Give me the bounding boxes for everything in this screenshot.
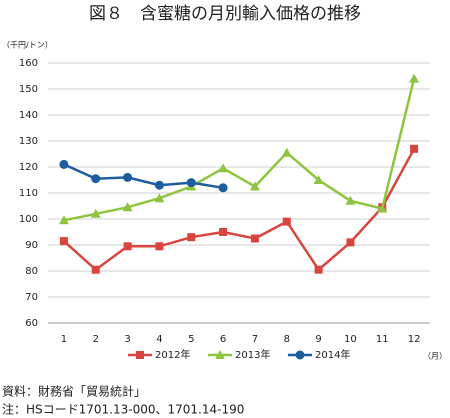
- data-point: [345, 195, 356, 205]
- data-point: [313, 175, 324, 184]
- data-point: [218, 183, 228, 193]
- x-tick-label: 3: [124, 334, 130, 345]
- legend-label: 2012年: [155, 348, 190, 361]
- data-point: [90, 208, 101, 218]
- data-point: [154, 180, 164, 190]
- y-tick-label: 140: [19, 110, 38, 121]
- data-point: [314, 265, 323, 274]
- x-tick-label: 9: [315, 334, 321, 345]
- y-tick-label: 110: [19, 188, 38, 199]
- x-tick-label: 8: [284, 334, 290, 345]
- data-point: [377, 203, 388, 213]
- legend-label: 2013年: [235, 348, 270, 361]
- y-tick-label: 130: [19, 136, 38, 147]
- legend-marker: [215, 350, 225, 359]
- data-point: [59, 237, 68, 246]
- data-point: [186, 178, 196, 188]
- note: 注：HSコード1701.13-000、1701.14-190: [2, 402, 244, 417]
- data-point: [91, 265, 100, 274]
- x-tick-label: 7: [252, 334, 258, 345]
- legend-label: 2014年: [315, 348, 350, 361]
- y-tick-label: 60: [25, 318, 38, 329]
- x-tick-label: 10: [344, 334, 357, 345]
- data-point: [282, 217, 291, 226]
- data-point: [281, 147, 292, 157]
- y-tick-label: 100: [19, 214, 38, 225]
- legend-marker: [295, 350, 305, 360]
- y-tick-label: 160: [19, 58, 38, 69]
- x-tick-label: 4: [156, 334, 162, 345]
- data-point: [250, 234, 259, 243]
- data-point: [219, 228, 228, 236]
- data-point: [91, 174, 101, 184]
- data-point: [409, 73, 420, 83]
- data-point: [154, 193, 165, 203]
- data-point: [410, 144, 419, 153]
- y-tick-label: 150: [19, 84, 38, 95]
- data-point: [155, 242, 164, 251]
- y-tick-label: 70: [25, 292, 38, 303]
- data-point: [249, 181, 260, 191]
- x-tick-label: 6: [220, 334, 226, 345]
- data-point: [346, 238, 355, 247]
- note: 資料：財務省「貿易統計」: [2, 384, 146, 399]
- legend-marker: [136, 351, 144, 359]
- y-tick-label: 90: [25, 240, 38, 251]
- x-tick-label: 1: [61, 334, 67, 345]
- y-tick-label: 80: [25, 266, 38, 277]
- chart-title: 図８ 含蜜糖の月別輸入価格の推移: [89, 4, 361, 24]
- y-axis-label: （千円/トン）: [2, 40, 53, 50]
- data-point: [59, 159, 69, 169]
- data-point: [58, 215, 69, 225]
- series-line: [63, 163, 224, 190]
- data-point: [218, 163, 229, 173]
- data-point: [187, 233, 196, 242]
- series-line: [63, 148, 416, 272]
- x-tick-label: 5: [188, 334, 194, 345]
- data-point: [122, 202, 133, 212]
- data-point: [123, 242, 132, 251]
- x-axis-label: （月）: [423, 352, 447, 361]
- data-point: [123, 172, 133, 182]
- series-line: [63, 78, 416, 222]
- x-tick-label: 12: [408, 334, 421, 345]
- y-tick-label: 120: [19, 162, 38, 173]
- x-tick-label: 2: [93, 334, 99, 345]
- x-tick-label: 11: [376, 334, 389, 345]
